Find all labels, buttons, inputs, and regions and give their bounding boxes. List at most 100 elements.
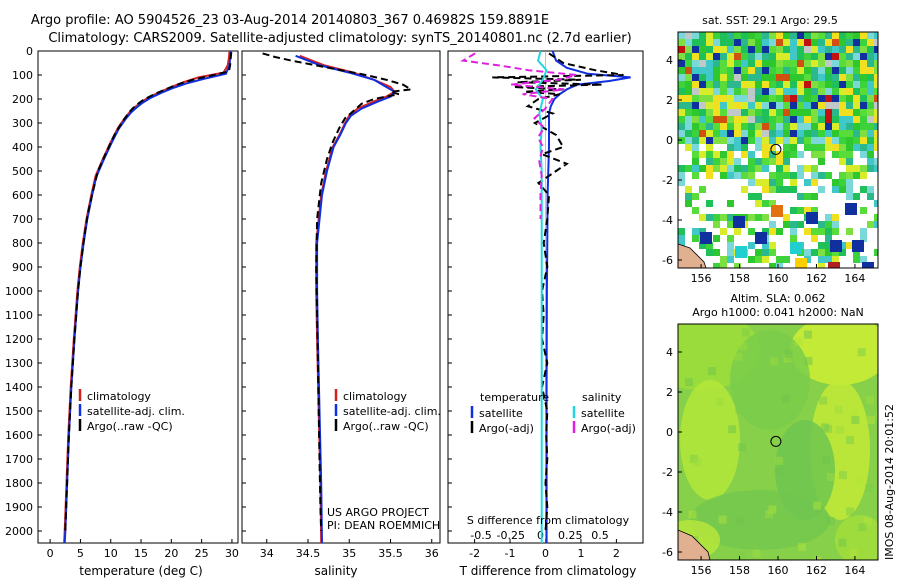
lon-tick-label: 156 <box>691 272 712 285</box>
depth-tick-label: 1300 <box>5 357 33 370</box>
depth-tick-label: 600 <box>12 189 33 202</box>
depth-tick-label: 1000 <box>5 285 33 298</box>
lon-tick-label: 158 <box>729 272 750 285</box>
lat-tick-label: -4 <box>662 506 673 519</box>
depth-tick-label: 1500 <box>5 405 33 418</box>
legend-label: satellite <box>581 407 625 420</box>
s-tick-label: 0.5 <box>591 529 609 542</box>
argo-float-marker <box>770 143 782 155</box>
x-tick-label: 20 <box>164 547 178 560</box>
lat-tick-label: 0 <box>666 134 673 147</box>
salinity-panel: 34 34.5 35 35.5 36 climatology satellite-adj. … <box>241 50 441 560</box>
lon-tick-label: 162 <box>806 564 827 577</box>
lat-tick-label: -2 <box>662 466 673 479</box>
series-argo-raw-qc- <box>262 52 415 532</box>
series-s-satellite <box>534 50 548 543</box>
lat-tick-label: -4 <box>662 214 673 227</box>
depth-tick-label: 900 <box>12 261 33 274</box>
sla-map: 156 158 160 162 164 -6 -4 -2 0 2 4 <box>662 323 879 577</box>
depth-tick-label: 0 <box>26 45 33 58</box>
legend-label: climatology <box>343 390 407 403</box>
depth-tick-label: 1700 <box>5 453 33 466</box>
lat-tick-label: 2 <box>666 386 673 399</box>
lon-tick-label: 160 <box>768 564 789 577</box>
x-tick-label: -1 <box>505 547 516 560</box>
figure-title-line1: Argo profile: AO 5904526_23 03-Aug-2014 … <box>31 13 549 28</box>
project-annotation-line2: PI: DEAN ROEMMICH <box>327 519 440 532</box>
depth-tick-label: 700 <box>12 213 33 226</box>
x-tick-label: 35 <box>342 547 356 560</box>
lat-tick-label: 0 <box>666 426 673 439</box>
lon-tick-label: 158 <box>729 564 750 577</box>
x-tick-label: 0 <box>542 547 549 560</box>
x-tick-label: 10 <box>104 547 118 560</box>
x-tick-label: 34 <box>260 547 274 560</box>
s-tick-label: -0.5 <box>470 529 491 542</box>
depth-tick-label: 1100 <box>5 309 33 322</box>
temperature-plot-frame <box>37 50 239 544</box>
lon-tick-label: 164 <box>844 272 865 285</box>
legend-label: satellite <box>479 407 523 420</box>
figure-title-line2: Climatology: CARS2009. Satellite-adjuste… <box>48 31 631 46</box>
imos-timestamp: IMOS 08-Aug-2014 20:01:52 <box>883 404 896 560</box>
s-tick-label: -0.25 <box>497 529 525 542</box>
x-tick-label: 5 <box>77 547 84 560</box>
sst-map: 156 158 160 162 164 -6 -4 -2 0 2 4 <box>662 31 879 285</box>
argo-float-marker <box>770 435 782 447</box>
sla-map-subtitle: Argo h1000: 0.041 h2000: NaN <box>692 306 864 319</box>
legend-label: satellite-adj. clim. <box>87 405 185 418</box>
x-tick-label: 1 <box>577 547 584 560</box>
lat-tick-label: -2 <box>662 174 673 187</box>
coastline <box>678 529 711 560</box>
depth-tick-label: 400 <box>12 141 33 154</box>
depth-tick-label: 1400 <box>5 381 33 394</box>
lon-tick-label: 162 <box>806 272 827 285</box>
lon-tick-label: 164 <box>844 564 865 577</box>
depth-tick-label: 1600 <box>5 429 33 442</box>
coastline <box>678 243 707 268</box>
legend-label: Argo(..raw -QC) <box>87 420 173 433</box>
salinity-plot-frame <box>241 50 441 544</box>
temperature-panel: 0100200300400500600700800900100011001200… <box>5 45 239 560</box>
x-tick-label: 30 <box>225 547 239 560</box>
temperature-axis-label: temperature (deg C) <box>79 564 202 578</box>
sla-map-title: Altim. SLA: 0.062 <box>730 292 825 305</box>
legend-label: climatology <box>87 390 151 403</box>
legend-label: Argo(..raw -QC) <box>343 420 429 433</box>
x-tick-label: 34.5 <box>296 547 321 560</box>
depth-tick-label: 100 <box>12 69 33 82</box>
legend-label: Argo(-adj) <box>479 422 534 435</box>
x-tick-label: 0 <box>47 547 54 560</box>
x-tick-label: 35.5 <box>378 547 403 560</box>
x-tick-label: 36 <box>425 547 439 560</box>
depth-tick-label: 800 <box>12 237 33 250</box>
legend-header: salinity <box>582 391 622 404</box>
legend-label: Argo(-adj) <box>581 422 636 435</box>
x-tick-label: -2 <box>469 547 480 560</box>
project-annotation-line1: US ARGO PROJECT <box>327 506 429 519</box>
lat-tick-label: 4 <box>666 346 673 359</box>
difference-panel: -2 -1 0 1 2 -0.5 -0.25 0 0.25 0.5 temperature salin… <box>447 50 644 560</box>
depth-tick-label: 500 <box>12 165 33 178</box>
legend-label: satellite-adj. clim. <box>343 405 441 418</box>
depth-tick-label: 1900 <box>5 501 33 514</box>
lat-tick-label: 4 <box>666 54 673 67</box>
x-tick-label: 15 <box>134 547 148 560</box>
sst-map-title: sat. SST: 29.1 Argo: 29.5 <box>702 14 838 27</box>
lon-tick-label: 160 <box>768 272 789 285</box>
depth-tick-label: 2000 <box>5 525 33 538</box>
x-tick-label: 25 <box>195 547 209 560</box>
s-difference-axis-label: S difference from climatology <box>467 514 630 527</box>
depth-tick-label: 1800 <box>5 477 33 490</box>
series-s-argo-adj- <box>460 52 577 219</box>
lat-tick-label: -6 <box>662 254 673 267</box>
depth-tick-label: 1200 <box>5 333 33 346</box>
lat-tick-label: -6 <box>662 546 673 559</box>
s-tick-label: 0 <box>537 529 544 542</box>
x-tick-label: 2 <box>613 547 620 560</box>
depth-tick-label: 200 <box>12 93 33 106</box>
legend-header: temperature <box>480 391 549 404</box>
s-tick-label: 0.25 <box>558 529 583 542</box>
t-difference-axis-label: T difference from climatology <box>459 564 637 578</box>
lon-tick-label: 156 <box>691 564 712 577</box>
